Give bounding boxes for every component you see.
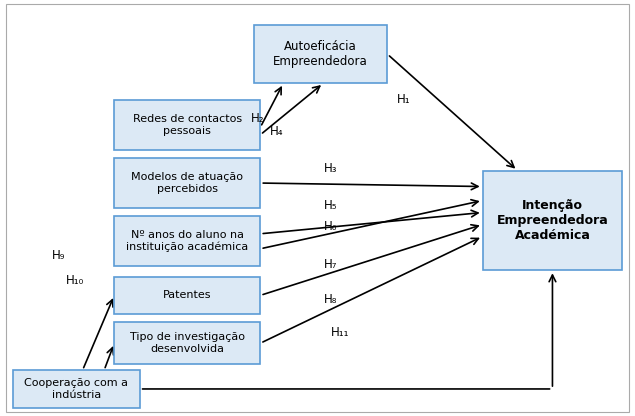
Text: Redes de contactos
pessoais: Redes de contactos pessoais	[133, 114, 242, 136]
Text: H₇: H₇	[323, 258, 337, 271]
FancyBboxPatch shape	[254, 25, 387, 83]
Text: H₂: H₂	[250, 112, 264, 125]
Text: H₃: H₃	[323, 162, 337, 175]
Text: H₅: H₅	[323, 199, 337, 213]
FancyBboxPatch shape	[114, 322, 260, 364]
Text: H₆: H₆	[323, 220, 337, 233]
Text: Modelos de atuação
percebidos: Modelos de atuação percebidos	[131, 172, 243, 194]
Text: Patentes: Patentes	[163, 290, 211, 300]
Text: H₁: H₁	[396, 93, 410, 106]
Text: Intenção
Empreendedora
Académica: Intenção Empreendedora Académica	[497, 199, 608, 242]
FancyBboxPatch shape	[13, 370, 140, 408]
Text: H₄: H₄	[269, 124, 283, 138]
Text: Tipo de investigação
desenvolvida: Tipo de investigação desenvolvida	[130, 332, 245, 354]
Text: Autoeficácia
Empreendedora: Autoeficácia Empreendedora	[273, 40, 368, 68]
Text: H₁₀: H₁₀	[66, 274, 84, 287]
FancyBboxPatch shape	[114, 100, 260, 150]
Text: H₁₁: H₁₁	[330, 326, 349, 339]
FancyBboxPatch shape	[114, 158, 260, 208]
FancyBboxPatch shape	[114, 216, 260, 266]
Text: Cooperação com a
indústria: Cooperação com a indústria	[24, 378, 128, 400]
Text: H₈: H₈	[323, 293, 337, 306]
FancyBboxPatch shape	[483, 171, 622, 270]
FancyBboxPatch shape	[114, 277, 260, 314]
Text: Nº anos do aluno na
instituição académica: Nº anos do aluno na instituição académic…	[126, 230, 248, 253]
Text: H₉: H₉	[52, 249, 66, 262]
